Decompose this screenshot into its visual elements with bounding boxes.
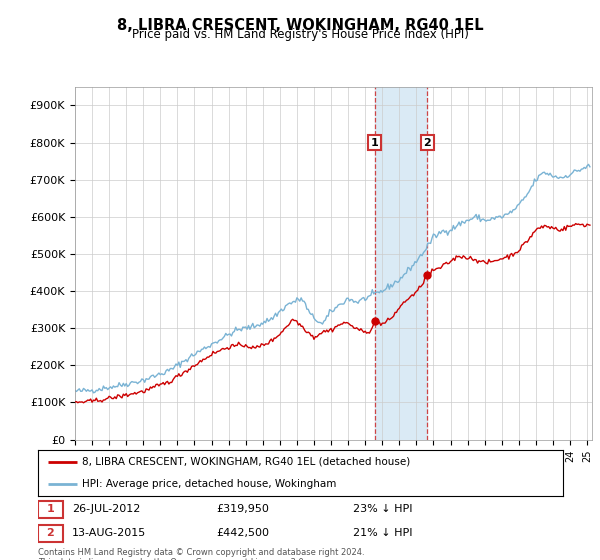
Text: 8, LIBRA CRESCENT, WOKINGHAM, RG40 1EL: 8, LIBRA CRESCENT, WOKINGHAM, RG40 1EL <box>116 18 484 33</box>
Text: 13-AUG-2015: 13-AUG-2015 <box>72 528 146 538</box>
Text: HPI: Average price, detached house, Wokingham: HPI: Average price, detached house, Woki… <box>82 479 337 489</box>
Text: 2: 2 <box>47 528 54 538</box>
Text: 23% ↓ HPI: 23% ↓ HPI <box>353 505 412 515</box>
Text: Contains HM Land Registry data © Crown copyright and database right 2024.
This d: Contains HM Land Registry data © Crown c… <box>38 548 364 560</box>
Text: 1: 1 <box>371 138 379 147</box>
Text: £442,500: £442,500 <box>217 528 269 538</box>
Text: Price paid vs. HM Land Registry's House Price Index (HPI): Price paid vs. HM Land Registry's House … <box>131 28 469 41</box>
Bar <box>38 525 63 542</box>
Text: 2: 2 <box>424 138 431 147</box>
Text: 21% ↓ HPI: 21% ↓ HPI <box>353 528 412 538</box>
Text: £319,950: £319,950 <box>217 505 269 515</box>
Bar <box>375 87 427 440</box>
Text: 1: 1 <box>47 505 54 515</box>
Text: 26-JUL-2012: 26-JUL-2012 <box>72 505 140 515</box>
Text: 8, LIBRA CRESCENT, WOKINGHAM, RG40 1EL (detached house): 8, LIBRA CRESCENT, WOKINGHAM, RG40 1EL (… <box>82 456 410 466</box>
Bar <box>38 501 63 517</box>
